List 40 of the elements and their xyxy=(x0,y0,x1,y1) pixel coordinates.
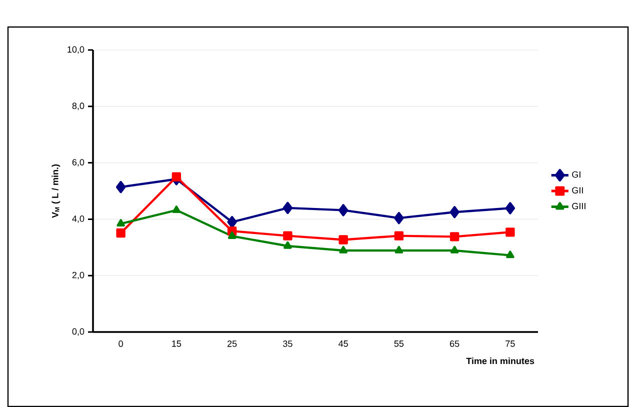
point xyxy=(394,212,404,224)
x-tick-label: 0 xyxy=(118,340,123,347)
legend-label: GI xyxy=(572,171,580,178)
point xyxy=(282,202,293,214)
point xyxy=(394,246,404,254)
point xyxy=(228,231,236,239)
x-tick-label: 55 xyxy=(394,340,404,347)
point xyxy=(450,232,460,242)
point xyxy=(506,228,515,237)
point xyxy=(172,172,182,182)
x-tick-label: 25 xyxy=(228,340,237,347)
legend-label: GIII xyxy=(572,202,586,210)
point xyxy=(450,206,460,218)
y-tick-label: 10,0 xyxy=(68,46,84,54)
x-tick-label: 35 xyxy=(283,340,292,347)
y-tick-label: 4,0 xyxy=(72,215,84,223)
point xyxy=(394,231,404,240)
point xyxy=(506,250,514,258)
point xyxy=(450,246,459,254)
y-axis-title: V$_{M}$ ( L / min.) xyxy=(52,164,60,218)
point xyxy=(116,180,126,194)
x-tick-label: 15 xyxy=(172,340,182,347)
point xyxy=(338,235,348,244)
point xyxy=(505,202,516,214)
y-tick-label: 0,0 xyxy=(72,328,84,336)
y-tick-label: 2,0 xyxy=(72,272,84,280)
point xyxy=(283,231,292,240)
y-tick-label: 8,0 xyxy=(72,102,84,110)
x-tick-label: 65 xyxy=(450,340,460,347)
point xyxy=(338,204,348,216)
legend-label: GII xyxy=(572,187,583,194)
point xyxy=(116,228,126,238)
x-tick-label: 45 xyxy=(338,340,348,347)
point xyxy=(339,246,348,254)
point xyxy=(284,241,292,249)
x-tick-label: 75 xyxy=(506,340,515,347)
x-axis-title: Time in minutes xyxy=(466,357,534,364)
y-tick-label: 6,0 xyxy=(72,159,84,166)
point xyxy=(116,219,125,227)
point xyxy=(172,206,181,213)
